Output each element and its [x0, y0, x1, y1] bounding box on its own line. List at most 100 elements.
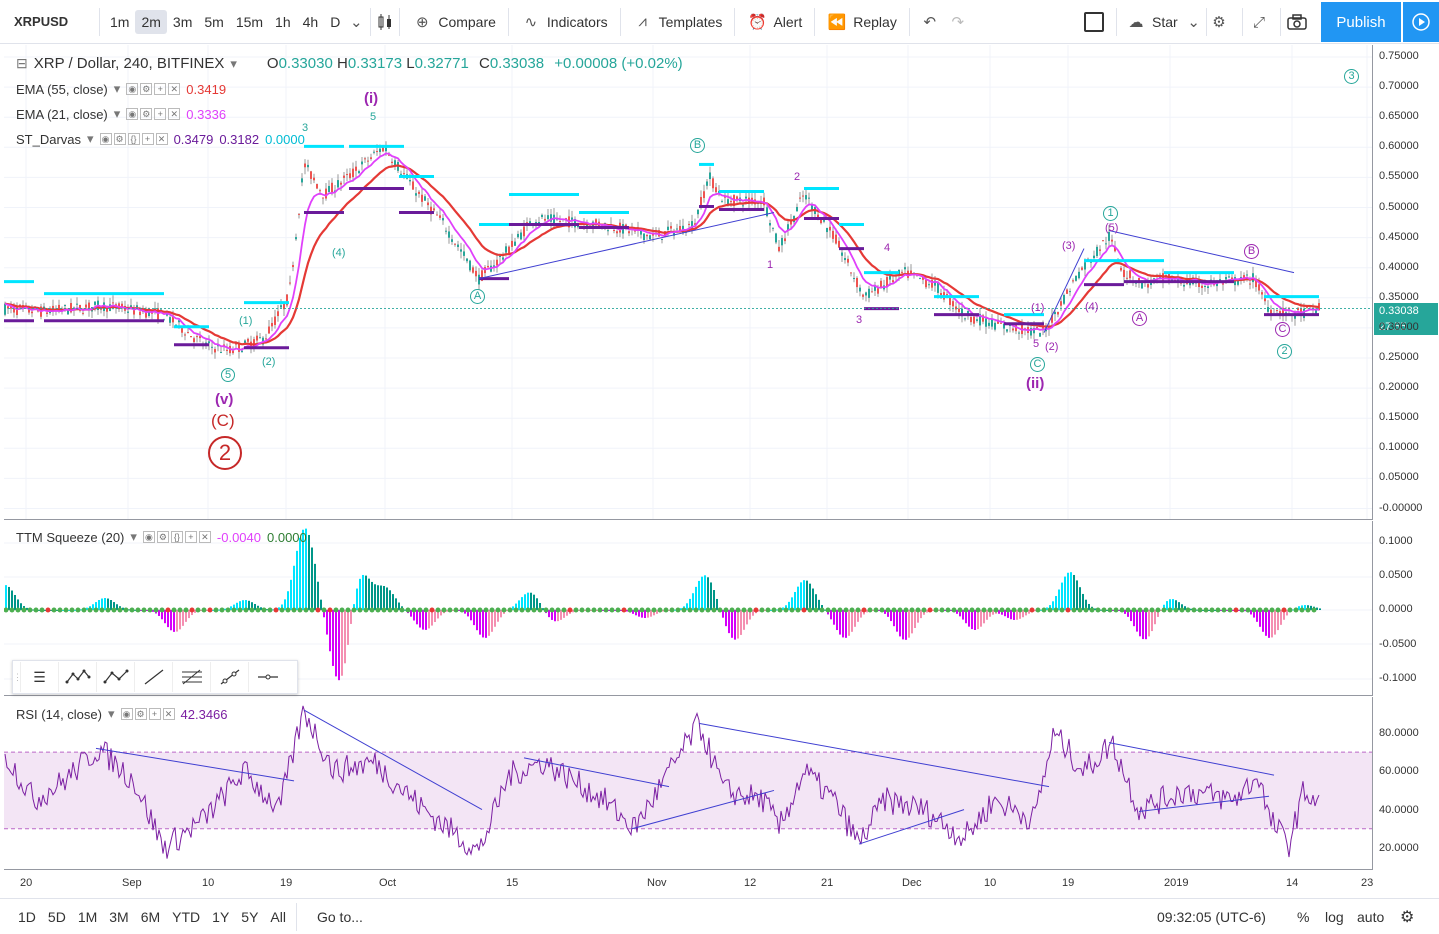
- fib-retracement-icon[interactable]: [173, 662, 211, 692]
- drag-handle-icon[interactable]: ⋮: [13, 662, 22, 692]
- templates-button[interactable]: ⩘ Templates: [625, 8, 731, 36]
- legend-buttons[interactable]: ◉ ⚙{} + ✕: [99, 133, 168, 145]
- candle-body: [184, 334, 186, 336]
- range-1m[interactable]: 1M: [77, 908, 98, 925]
- gear-icon[interactable]: ⚙: [1212, 14, 1226, 31]
- current-price-badge: 0.33038: [1374, 303, 1438, 319]
- candle-body: [763, 197, 765, 206]
- ttm-bar: [413, 610, 415, 621]
- chevron-down-icon[interactable]: ⌄: [350, 13, 363, 31]
- ttm-bar: [398, 602, 400, 610]
- rsi-legend[interactable]: RSI (14, close) ▾ ◉ ⚙ + ✕ 42.3466: [16, 706, 228, 722]
- templates-icon: ⩘: [638, 13, 647, 30]
- ttm-legend[interactable]: TTM Squeeze (20) ▾ ◉ ⚙{} + ✕ -0.0040 0.0000: [16, 529, 307, 545]
- ttm-bar: [38, 609, 40, 611]
- candles-icon[interactable]: [375, 12, 395, 32]
- indicators-button[interactable]: ∿ Indicators: [513, 8, 616, 36]
- squeeze-dot: [1125, 607, 1131, 613]
- ttm-bar: [26, 607, 28, 610]
- candle-body: [7, 306, 9, 309]
- timeframe-15m[interactable]: 15m: [235, 13, 264, 30]
- ttm-bar: [230, 606, 232, 610]
- ttm-bar: [959, 610, 961, 617]
- range-5y[interactable]: 5Y: [241, 908, 259, 925]
- ttm-bar: [116, 604, 118, 610]
- alert-button[interactable]: ⏰ Alert: [748, 13, 803, 31]
- candle-body: [301, 178, 303, 183]
- squeeze-dot: [123, 607, 129, 613]
- ttm-axis[interactable]: 0.1000 0.0500 0.0000 -0.0500 -0.1000: [1372, 521, 1439, 696]
- rsi-band: [4, 752, 1372, 829]
- clock[interactable]: 09:32:05 (UTC-6): [1157, 908, 1266, 925]
- price-axis[interactable]: 0.33038 27:55 0.75000 0.70000 0.65000 0.600…: [1372, 45, 1439, 520]
- fullscreen-layout-icon[interactable]: [1084, 12, 1104, 32]
- ttm-squeeze-pane[interactable]: TTM Squeeze (20) ▾ ◉ ⚙{} + ✕ -0.0040 0.0000: [4, 521, 1372, 696]
- lines-icon[interactable]: ☰: [21, 662, 59, 692]
- squeeze-dot: [921, 607, 927, 613]
- price-pane[interactable]: ⊟ XRP / Dollar, 240, BITFINEX ▾ O0.33030…: [4, 45, 1372, 520]
- legend-buttons[interactable]: ◉ ⚙{} + ✕: [142, 531, 211, 543]
- percent-toggle[interactable]: %: [1297, 908, 1310, 925]
- squeeze-dot: [819, 607, 825, 613]
- ray-icon[interactable]: [211, 662, 249, 692]
- abc-wave-icon[interactable]: [97, 662, 135, 692]
- symbol-search[interactable]: XRPUSD: [14, 14, 69, 29]
- play-icon[interactable]: [1402, 2, 1439, 42]
- legend-buttons[interactable]: ◉ ⚙ + ✕: [120, 708, 175, 720]
- ttm-bar: [794, 591, 796, 610]
- darvas-legend[interactable]: ST_Darvas ▾ ◉ ⚙{} + ✕ 0.3479 0.3182 0.0000: [16, 131, 305, 147]
- ema21-legend[interactable]: EMA (21, close) ▾ ◉ ⚙ + ✕ 0.3336: [16, 106, 227, 122]
- collapse-icon[interactable]: ⊟: [16, 55, 28, 71]
- squeeze-dot: [105, 607, 111, 613]
- publish-button[interactable]: Publish: [1321, 2, 1401, 42]
- range-6m[interactable]: 6M: [140, 908, 161, 925]
- range-1y[interactable]: 1Y: [212, 908, 230, 925]
- compare-button[interactable]: ⊕ Compare: [404, 8, 504, 36]
- timeframe-3m[interactable]: 3m: [172, 13, 193, 30]
- timeframe-2m[interactable]: 2m: [135, 9, 167, 34]
- range-all[interactable]: All: [270, 908, 286, 925]
- timeframe-5m[interactable]: 5m: [204, 13, 224, 30]
- elliott-wave-icon[interactable]: [59, 662, 97, 692]
- squeeze-dot: [663, 607, 669, 613]
- ttm-bar: [638, 610, 640, 617]
- star-button[interactable]: ☁ Star ⌄: [1118, 8, 1212, 36]
- log-toggle[interactable]: log: [1325, 908, 1344, 925]
- time-axis[interactable]: 20 Sep 10 19 Oct 15 Nov 12 21 Dec 10 19 2019 14 23: [4, 870, 1373, 898]
- ttm-bar: [323, 610, 325, 618]
- replay-button[interactable]: ⏪ Replay: [827, 13, 897, 31]
- ttm-squeeze-chart[interactable]: [4, 521, 1372, 696]
- timeframe-1h[interactable]: 1h: [275, 13, 291, 30]
- auto-toggle[interactable]: auto: [1357, 908, 1385, 925]
- ema55-legend[interactable]: EMA (55, close) ▾ ◉ ⚙ + ✕ 0.3419: [16, 81, 227, 97]
- range-1d[interactable]: 1D: [18, 908, 36, 925]
- ttm-bar: [1214, 609, 1216, 611]
- trend-line-icon[interactable]: [135, 662, 173, 692]
- rsi-chart[interactable]: [4, 697, 1372, 870]
- gear-icon[interactable]: ⚙: [1400, 908, 1415, 926]
- legend-buttons[interactable]: ◉ ⚙ + ✕: [126, 83, 181, 95]
- horizontal-line-icon[interactable]: [249, 662, 287, 692]
- chart-title[interactable]: XRP / Dollar, 240, BITFINEX: [33, 55, 225, 72]
- rsi-pane[interactable]: RSI (14, close) ▾ ◉ ⚙ + ✕ 42.3466: [4, 697, 1372, 870]
- squeeze-dot: [933, 607, 939, 613]
- redo-icon[interactable]: ↷: [951, 13, 965, 31]
- price-chart[interactable]: [4, 45, 1372, 520]
- timeframe-4h[interactable]: 4h: [302, 13, 319, 30]
- squeeze-dot: [1305, 607, 1311, 613]
- undo-icon[interactable]: ↶: [923, 13, 937, 31]
- expand-icon[interactable]: ⤢: [1252, 13, 1265, 31]
- rsi-axis[interactable]: 80.0000 60.0000 40.0000 20.0000: [1372, 697, 1439, 870]
- chevron-down-icon[interactable]: ▾: [230, 55, 237, 71]
- squeeze-dot: [1155, 607, 1161, 613]
- goto-button[interactable]: Go to...: [316, 908, 363, 925]
- range-5d[interactable]: 5D: [47, 908, 66, 925]
- candle-body: [427, 202, 429, 206]
- range-ytd[interactable]: YTD: [172, 908, 201, 925]
- range-3m[interactable]: 3M: [109, 908, 129, 925]
- timeframe-d[interactable]: D: [330, 13, 341, 30]
- squeeze-dot: [579, 607, 585, 613]
- camera-icon[interactable]: [1287, 12, 1307, 32]
- legend-buttons[interactable]: ◉ ⚙ + ✕: [126, 108, 181, 120]
- timeframe-1m[interactable]: 1m: [110, 13, 130, 30]
